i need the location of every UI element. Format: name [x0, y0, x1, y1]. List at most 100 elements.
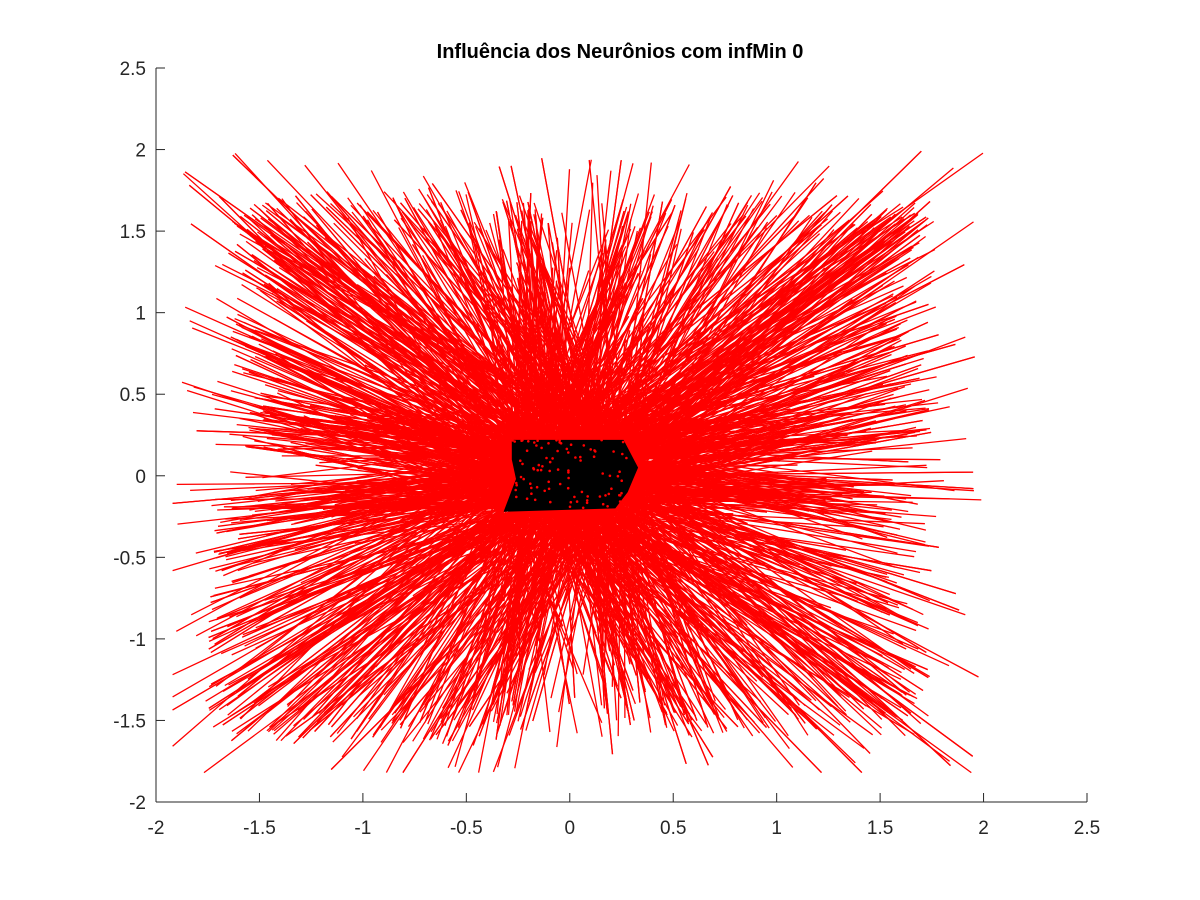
neuron-point [567, 469, 570, 472]
neuron-point [582, 444, 586, 447]
x-tick-label: -0.5 [450, 818, 483, 839]
neuron-point [573, 495, 576, 499]
chart-title: Influência dos Neurônios com infMin 0 [437, 41, 804, 63]
neuron-point [511, 439, 514, 442]
neuron-point [541, 465, 544, 468]
neuron-point [620, 491, 623, 495]
neuron-cluster [503, 438, 639, 512]
neuron-point [536, 439, 539, 443]
neuron-point [608, 474, 612, 478]
neuron-point [620, 479, 623, 483]
neuron-point [579, 455, 582, 459]
neuron-point [569, 500, 573, 504]
neuron-point [579, 459, 582, 462]
neuron-point [515, 483, 518, 487]
neuron-point [568, 505, 572, 509]
neuron-point [586, 495, 589, 498]
x-tick-label: -1.5 [243, 818, 276, 839]
neuron-point [594, 450, 597, 453]
x-tick-label: -2 [148, 818, 165, 839]
neuron-point [566, 486, 570, 490]
neuron-point [519, 459, 522, 463]
plot-area [172, 150, 984, 774]
neuron-point [535, 444, 538, 447]
neuron-point [558, 482, 562, 486]
neuron-point [530, 486, 533, 490]
neuron-point [610, 487, 613, 491]
neuron-point [551, 457, 554, 460]
neuron-point [547, 487, 551, 491]
neuron-point [567, 476, 570, 480]
neuron-point [616, 474, 620, 478]
axes: -2 -1.5 -1 -0.5 0 0.5 1 1.5 2 2.5 -2 -1.5 -1 -0.5 0 0.… [113, 59, 1100, 839]
neuron-point [527, 440, 530, 443]
neuron-point [567, 471, 570, 474]
neuron-point [521, 438, 524, 442]
y-tick-label: 2 [135, 141, 146, 162]
neuron-point [525, 449, 529, 453]
neuron-point [532, 467, 536, 471]
x-tick-label: 2.5 [1074, 818, 1100, 839]
neuron-point [540, 446, 543, 450]
x-tick-label: 1 [771, 818, 782, 839]
neuron-point [539, 468, 543, 472]
neuron-point [543, 489, 546, 493]
y-tick-label: 2.5 [120, 59, 146, 80]
neuron-point [618, 493, 621, 497]
y-tick-label: -0.5 [113, 548, 146, 569]
x-tick-label: -1 [354, 818, 371, 839]
x-tick-label: 0 [564, 818, 575, 839]
neuron-point [601, 472, 604, 475]
neuron-point [533, 498, 537, 502]
neuron-point [555, 439, 558, 442]
neuron-cluster-region [503, 439, 639, 512]
neuron-point [600, 438, 603, 442]
x-tick-label: 2 [978, 818, 989, 839]
y-tick-label: 0.5 [120, 385, 146, 406]
neuron-point [513, 440, 516, 443]
neuron-point [618, 500, 622, 503]
neuron-point [537, 463, 541, 467]
neuron-point [607, 492, 611, 496]
neuron-point [612, 450, 615, 453]
neuron-point [530, 492, 533, 496]
neuron-point [525, 497, 529, 501]
neuron-point [558, 441, 561, 444]
x-ticks: -2 -1.5 -1 -0.5 0 0.5 1 1.5 2 2.5 [148, 793, 1100, 839]
neuron-point [545, 456, 548, 460]
neuron-point [621, 452, 624, 456]
y-tick-label: -1.5 [113, 711, 146, 732]
neuron-point [589, 448, 592, 451]
y-ticks: -2 -1.5 -1 -0.5 0 0.5 1 1.5 2 2.5 [113, 59, 165, 814]
neuron-point [519, 475, 523, 479]
neuron-point [601, 502, 605, 506]
neuron-point [521, 462, 524, 466]
neuron-point [575, 500, 579, 503]
neuron-point [536, 468, 539, 472]
neuron-point [515, 481, 518, 485]
neuron-point [547, 442, 550, 445]
neuron-point [569, 443, 573, 447]
neuron-point [529, 482, 532, 486]
neuron-point [556, 468, 560, 471]
neuron-point [565, 447, 569, 451]
neuron-point [581, 506, 585, 510]
neuron-point [533, 441, 536, 444]
neuron-point [585, 501, 589, 505]
neuron-point [548, 469, 551, 473]
neuron-point [585, 499, 589, 502]
neuron-point [558, 439, 561, 442]
neuron-point [515, 495, 518, 499]
neuron-point [522, 477, 525, 481]
neuron-point [548, 460, 552, 464]
neuron-point [592, 455, 596, 459]
neuron-point [621, 440, 625, 444]
neuron-point [549, 500, 552, 504]
neuron-point [547, 480, 550, 484]
neuron-point [604, 494, 607, 497]
y-tick-label: 1.5 [120, 222, 146, 243]
neuron-point [606, 505, 609, 508]
neuron-point [567, 451, 570, 454]
y-tick-label: -1 [129, 630, 146, 651]
